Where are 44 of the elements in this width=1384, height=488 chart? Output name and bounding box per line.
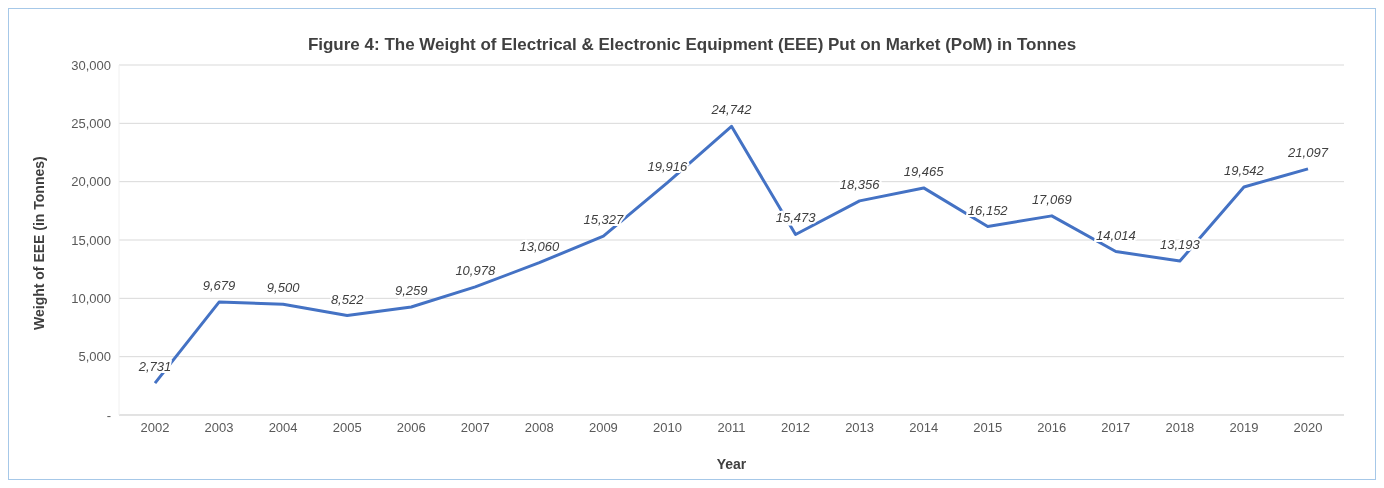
x-tick-label: 2012: [781, 420, 811, 436]
x-tick-label: 2015: [973, 420, 1003, 436]
x-tick-label: 2009: [588, 420, 618, 436]
data-label: 9,679: [202, 278, 236, 294]
x-tick-label: 2014: [909, 420, 939, 436]
x-tick-label: 2019: [1229, 420, 1259, 436]
data-label: 19,916: [647, 158, 689, 174]
x-tick-label: 2007: [460, 420, 490, 436]
y-tick-label: 15,000: [71, 232, 111, 248]
data-label: 16,152: [967, 202, 1009, 218]
data-label: 14,014: [1095, 227, 1136, 243]
x-tick-label: 2004: [268, 420, 298, 436]
x-tick-label: 2003: [204, 420, 234, 436]
data-label: 9,259: [394, 282, 428, 298]
y-tick-label: 30,000: [71, 57, 111, 73]
chart-title: Figure 4: The Weight of Electrical & Electronic Equipment (EEE) Put on Market (PoM) in Tonnes: [306, 34, 1078, 55]
data-label: 18,356: [839, 176, 881, 192]
data-label: 19,542: [1224, 163, 1265, 179]
data-label: 19,465: [903, 163, 945, 179]
data-label: 9,500: [266, 280, 301, 296]
y-tick-label: 20,000: [71, 174, 111, 190]
y-tick-label: 10,000: [71, 290, 111, 306]
x-tick-label: 2010: [652, 420, 682, 436]
data-label: 8,522: [330, 291, 365, 307]
x-axis-title: Year: [716, 456, 747, 472]
data-label: 10,978: [455, 262, 496, 278]
x-tick-label: 2017: [1101, 420, 1131, 436]
data-label: 13,060: [519, 238, 560, 254]
x-tick-label: 2018: [1165, 420, 1195, 436]
y-axis-title: Weight of EEE (in Tonnes): [30, 156, 47, 330]
y-tick-label: -: [106, 407, 111, 423]
data-label: 24,742: [710, 102, 753, 118]
data-label: 21,097: [1287, 144, 1329, 160]
x-tick-label: 2002: [140, 420, 170, 436]
data-label: 17,069: [1031, 191, 1072, 207]
x-tick-label: 2005: [332, 420, 362, 436]
x-tick-label: 2008: [524, 420, 554, 436]
y-tick-label: 5,000: [78, 349, 111, 365]
x-tick-label: 2020: [1293, 420, 1323, 436]
y-tick-label: 25,000: [71, 115, 111, 131]
x-tick-label: 2016: [1037, 420, 1067, 436]
x-tick-label: 2011: [717, 420, 746, 436]
x-tick-label: 2006: [396, 420, 426, 436]
x-tick-label: 2013: [845, 420, 875, 436]
